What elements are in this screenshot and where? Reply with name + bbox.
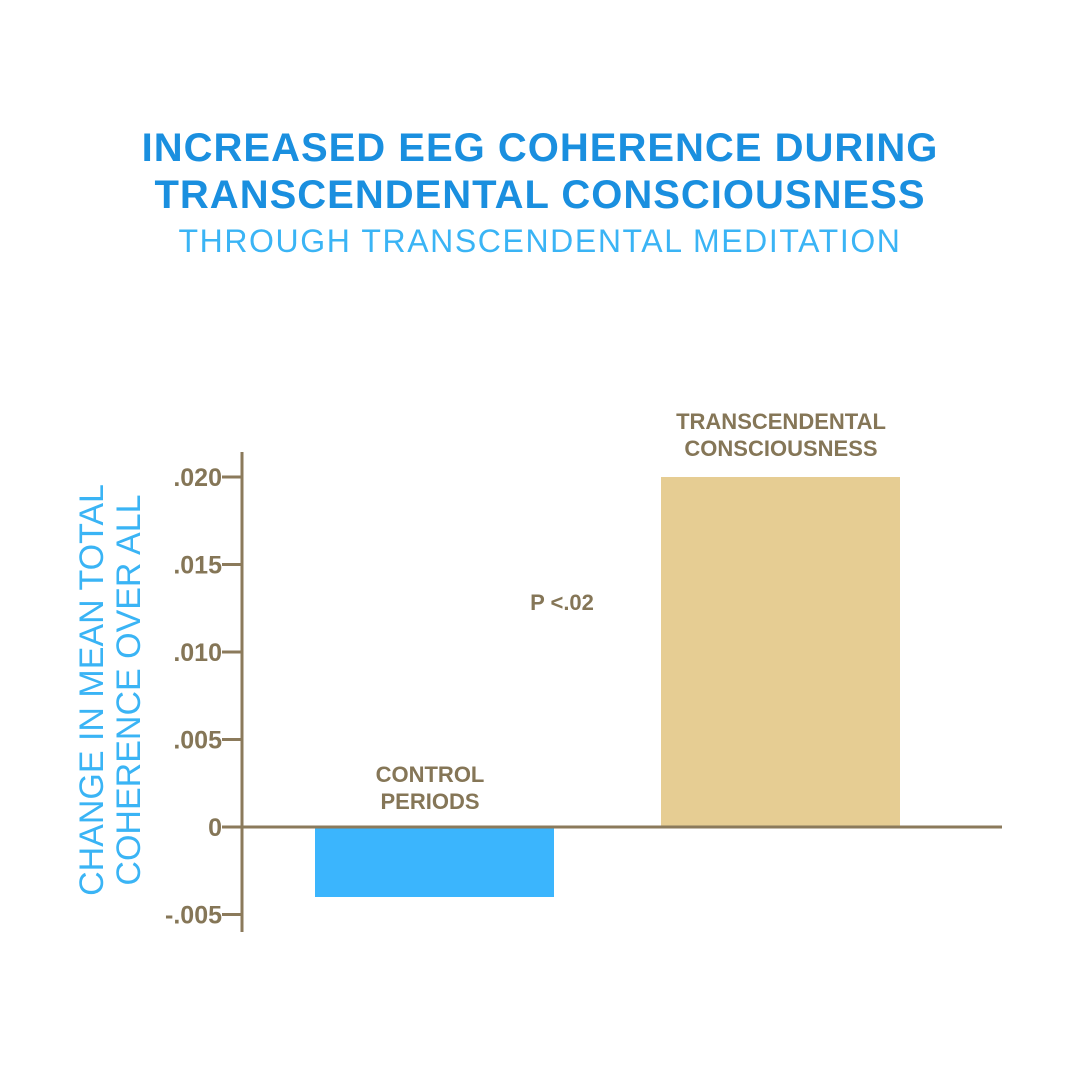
y-tick-label: .020 — [173, 464, 222, 492]
y-tick-label: .010 — [173, 639, 222, 667]
chart-title-line-1: INCREASED EEG COHERENCE DURING — [141, 126, 939, 170]
y-tick-label: .015 — [173, 552, 222, 580]
bar — [661, 477, 900, 827]
bar — [315, 827, 554, 897]
title-block: INCREASED EEG COHERENCE DURING TRANSCEND… — [0, 125, 1080, 263]
y-axis-title: CHANGE IN MEAN TOTAL — [73, 484, 111, 896]
y-tick-label: 0 — [208, 814, 222, 842]
y-tick-label: .005 — [173, 727, 222, 755]
chart-subtitle: THROUGH TRANSCENDENTAL MEDITATION — [178, 223, 902, 259]
p-value-annotation: P <.02 — [530, 590, 594, 615]
category-label: CONTROL — [376, 762, 485, 787]
category-label: PERIODS — [380, 789, 479, 814]
category-label: TRANSCENDENTAL — [676, 409, 886, 434]
chart-title-line-2: TRANSCENDENTAL CONSCIOUSNESS — [154, 173, 926, 217]
y-axis-title: COHERENCE OVER ALL — [110, 494, 148, 885]
y-tick-label: -.005 — [165, 902, 222, 930]
category-label: CONSCIOUSNESS — [684, 436, 877, 461]
